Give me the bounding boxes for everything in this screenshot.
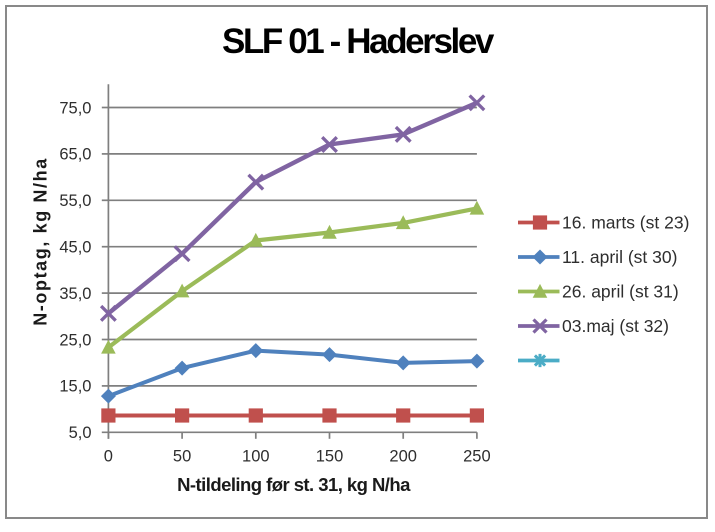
svg-text:75,0: 75,0 — [59, 99, 91, 117]
svg-text:150: 150 — [316, 448, 344, 466]
svg-text:0: 0 — [104, 448, 113, 466]
svg-text:35,0: 35,0 — [59, 285, 91, 303]
svg-text:45,0: 45,0 — [59, 239, 91, 257]
svg-text:N-optag, kg N/ha: N-optag, kg N/ha — [31, 157, 51, 326]
svg-text:15,0: 15,0 — [59, 378, 91, 396]
svg-text:5,0: 5,0 — [69, 424, 92, 442]
svg-text:50: 50 — [173, 448, 191, 466]
svg-text:03.maj (st 32): 03.maj (st 32) — [562, 316, 669, 336]
svg-text:100: 100 — [242, 448, 270, 466]
svg-text:SLF 01 - Haderslev: SLF 01 - Haderslev — [222, 22, 495, 61]
svg-text:N-tildeling før st. 31, kg N/h: N-tildeling før st. 31, kg N/ha — [177, 474, 411, 495]
svg-text:250: 250 — [463, 448, 491, 466]
svg-text:25,0: 25,0 — [59, 331, 91, 349]
svg-text:55,0: 55,0 — [59, 192, 91, 210]
svg-text:200: 200 — [389, 448, 417, 466]
svg-text:11. april (st 30): 11. april (st 30) — [562, 247, 677, 267]
svg-text:65,0: 65,0 — [59, 146, 91, 164]
svg-text:26. april (st 31): 26. april (st 31) — [562, 282, 679, 302]
svg-text:16. marts (st 23): 16. marts (st 23) — [562, 213, 689, 233]
